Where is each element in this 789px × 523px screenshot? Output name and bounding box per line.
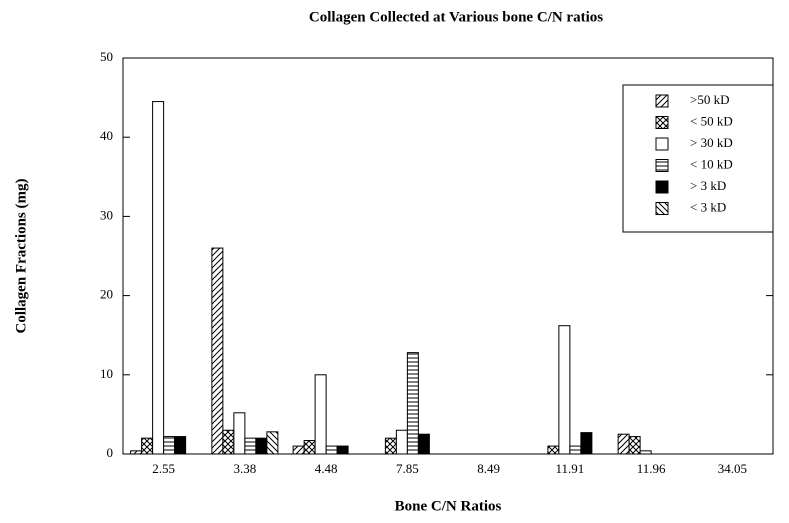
x-tick-label: 11.96: [637, 461, 666, 476]
legend-label: > 3 kD: [690, 178, 726, 193]
y-tick-label: 40: [100, 128, 113, 143]
plot-frame: [122, 57, 774, 455]
bar: [617, 433, 630, 455]
legend-box: [622, 84, 774, 233]
legend-label: >50 kD: [690, 92, 729, 107]
bar: [152, 101, 165, 455]
bar: [222, 429, 235, 455]
bar: [163, 436, 176, 455]
legend-label: < 10 kD: [690, 156, 733, 171]
bar: [314, 374, 327, 455]
x-tick-label: 3.38: [234, 461, 257, 476]
legend-label: > 30 kD: [690, 135, 733, 150]
legend-swatch: [655, 202, 669, 215]
bar: [580, 432, 593, 455]
bar: [130, 450, 143, 455]
bar: [628, 436, 641, 455]
legend-swatch: [655, 180, 669, 194]
y-tick-label: 20: [100, 287, 113, 302]
legend-label: < 50 kD: [690, 113, 733, 128]
bar: [303, 440, 316, 455]
x-tick-label: 2.55: [152, 461, 175, 476]
bar: [244, 437, 257, 455]
bar: [255, 437, 268, 455]
bar: [384, 437, 397, 455]
bar: [141, 437, 154, 455]
x-axis-label: Bone C/N Ratios: [395, 498, 502, 514]
y-tick-label: 0: [107, 445, 114, 460]
bar: [292, 445, 305, 455]
x-tick-label: 7.85: [396, 461, 419, 476]
bar: [174, 436, 187, 455]
bar: [406, 352, 419, 455]
legend-swatch: [655, 159, 669, 172]
x-tick-label: 8.49: [477, 461, 500, 476]
legend-swatch: [655, 116, 669, 129]
bar: [336, 445, 349, 455]
legend-swatch: [655, 94, 669, 108]
bar: [639, 450, 652, 455]
bar: [547, 445, 560, 455]
bar: [417, 433, 430, 455]
legend-label: < 3 kD: [690, 199, 726, 214]
y-tick-label: 50: [100, 49, 113, 64]
bar: [233, 412, 246, 455]
y-axis-label: Collagen Fractions (mg): [13, 179, 29, 334]
chart-title: Collagen Collected at Various bone C/N r…: [309, 9, 603, 25]
bar: [266, 431, 279, 455]
x-tick-label: 34.05: [718, 461, 747, 476]
x-tick-label: 4.48: [315, 461, 338, 476]
y-tick-label: 10: [100, 366, 113, 381]
legend-swatch: [655, 137, 669, 151]
bar: [395, 429, 408, 455]
bar: [211, 247, 224, 455]
bar: [558, 325, 571, 455]
bar: [325, 445, 338, 455]
bar: [569, 445, 582, 455]
x-tick-label: 11.91: [555, 461, 584, 476]
y-tick-label: 30: [100, 207, 113, 222]
